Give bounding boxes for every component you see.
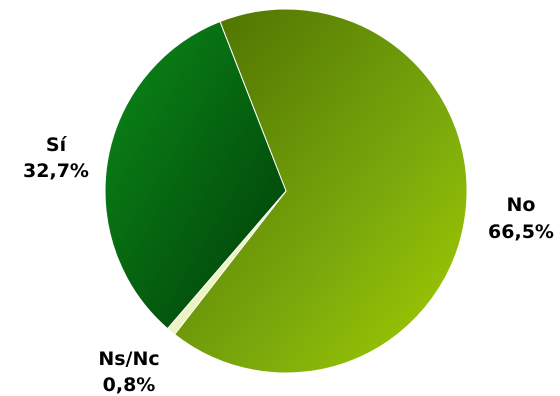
slice-value-nsnc: 0,8% <box>103 374 156 396</box>
pie-slice-si <box>104 20 287 330</box>
pie-slice-no <box>173 8 468 374</box>
slice-label-nsnc: Ns/Nc <box>98 348 159 370</box>
slice-label-no: No <box>507 194 536 216</box>
slice-value-no: 66,5% <box>488 221 554 243</box>
slice-value-si: 32,7% <box>23 160 89 182</box>
slice-label-si: Sí <box>46 134 68 156</box>
